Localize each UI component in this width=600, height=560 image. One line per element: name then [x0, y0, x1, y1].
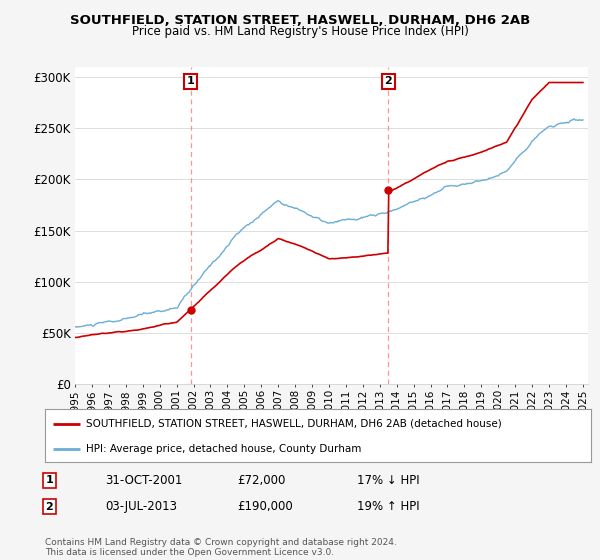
Text: 31-OCT-2001: 31-OCT-2001: [105, 474, 182, 487]
Text: £190,000: £190,000: [237, 500, 293, 514]
Text: HPI: Average price, detached house, County Durham: HPI: Average price, detached house, Coun…: [86, 444, 361, 454]
Text: 1: 1: [187, 77, 194, 86]
Text: 1: 1: [46, 475, 53, 486]
Text: 03-JUL-2013: 03-JUL-2013: [105, 500, 177, 514]
Text: Contains HM Land Registry data © Crown copyright and database right 2024.
This d: Contains HM Land Registry data © Crown c…: [45, 538, 397, 557]
Text: SOUTHFIELD, STATION STREET, HASWELL, DURHAM, DH6 2AB: SOUTHFIELD, STATION STREET, HASWELL, DUR…: [70, 14, 530, 27]
Text: Price paid vs. HM Land Registry's House Price Index (HPI): Price paid vs. HM Land Registry's House …: [131, 25, 469, 38]
Text: 2: 2: [385, 77, 392, 86]
Text: 2: 2: [46, 502, 53, 512]
Text: SOUTHFIELD, STATION STREET, HASWELL, DURHAM, DH6 2AB (detached house): SOUTHFIELD, STATION STREET, HASWELL, DUR…: [86, 419, 502, 429]
Text: £72,000: £72,000: [237, 474, 286, 487]
Text: 17% ↓ HPI: 17% ↓ HPI: [357, 474, 419, 487]
Text: 19% ↑ HPI: 19% ↑ HPI: [357, 500, 419, 514]
